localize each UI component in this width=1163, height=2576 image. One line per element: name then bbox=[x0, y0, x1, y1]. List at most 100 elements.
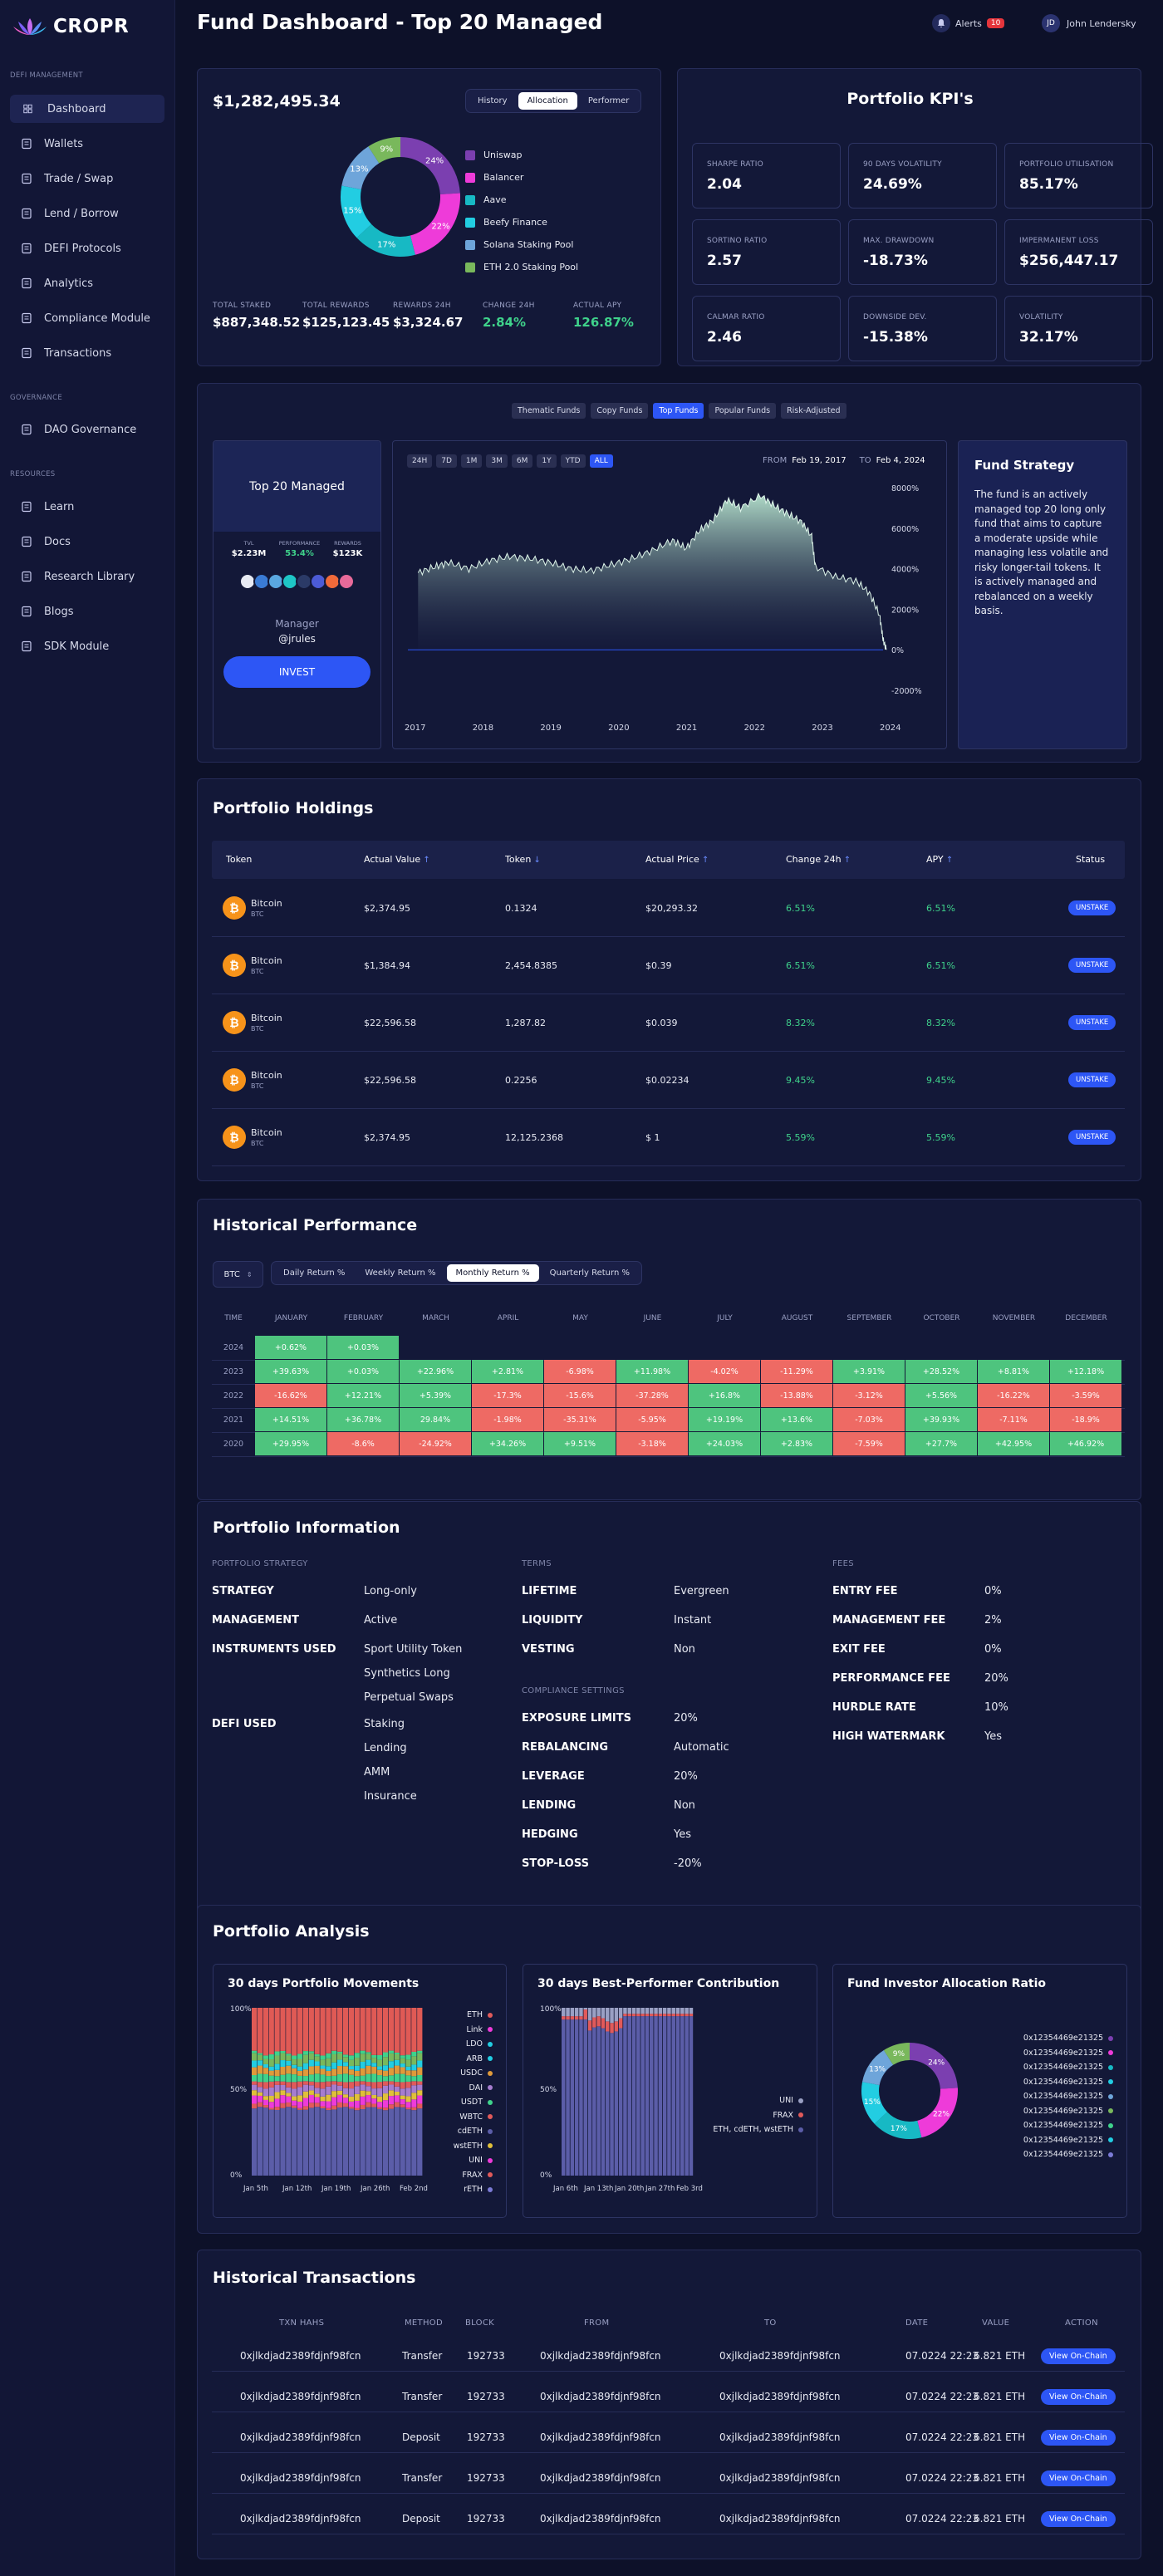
timeframe-all[interactable]: ALL bbox=[589, 454, 613, 468]
tab-history[interactable]: History bbox=[478, 96, 508, 105]
sidebar-item-learn[interactable]: Learn bbox=[10, 493, 164, 521]
tab-weekly-return[interactable]: Weekly Return % bbox=[365, 1268, 436, 1278]
fund-tab-popular-funds[interactable]: Popular Funds bbox=[709, 403, 777, 419]
sidebar-item-trade-swap[interactable]: Trade / Swap bbox=[10, 164, 164, 193]
tx-cell-from[interactable]: 0xjlkdjad2389fdjnf98fcn bbox=[540, 2350, 661, 2362]
sidebar-item-transactions[interactable]: Transactions bbox=[10, 339, 164, 367]
stack-segment bbox=[627, 2014, 631, 2017]
donut-slice[interactable] bbox=[341, 146, 380, 190]
donut-slice[interactable] bbox=[910, 2043, 958, 2089]
timeframe-3m[interactable]: 3M bbox=[486, 454, 508, 468]
tab-performer[interactable]: Performer bbox=[587, 96, 630, 105]
user-menu[interactable]: JD John Lendersky bbox=[1042, 14, 1136, 32]
stack-segment bbox=[417, 2084, 423, 2091]
tx-cell-from[interactable]: 0xjlkdjad2389fdjnf98fcn bbox=[540, 2431, 661, 2443]
asset-select[interactable]: BTC ⇕ bbox=[213, 1261, 263, 1288]
tab-allocation[interactable]: Allocation bbox=[518, 92, 577, 110]
donut-slice[interactable] bbox=[862, 2050, 894, 2086]
unstake-button[interactable]: UNSTAKE bbox=[1068, 900, 1116, 915]
stack-segment bbox=[314, 2065, 320, 2074]
timeframe-1y[interactable]: 1Y bbox=[537, 454, 557, 468]
stack-segment bbox=[268, 2095, 274, 2103]
tab-daily-return[interactable]: Daily Return % bbox=[283, 1268, 346, 1278]
sidebar-item-lend-borrow[interactable]: Lend / Borrow bbox=[10, 199, 164, 228]
sidebar-item-defi-protocols[interactable]: DEFI Protocols bbox=[10, 234, 164, 263]
fund-tab-risk-adjusted[interactable]: Risk-Adjusted bbox=[781, 403, 846, 419]
view-on-chain-button[interactable]: View On-Chain bbox=[1041, 2389, 1116, 2405]
app-logo[interactable]: CROPR bbox=[12, 15, 129, 38]
donut-slice[interactable] bbox=[368, 137, 400, 164]
fund-tab-copy-funds[interactable]: Copy Funds bbox=[591, 403, 649, 419]
donut-slice[interactable] bbox=[410, 193, 460, 255]
tx-cell-hash[interactable]: 0xjlkdjad2389fdjnf98fcn bbox=[240, 2350, 361, 2362]
tx-cell-from[interactable]: 0xjlkdjad2389fdjnf98fcn bbox=[540, 2472, 661, 2484]
sidebar-item-wallets[interactable]: Wallets bbox=[10, 130, 164, 158]
tx-cell-to[interactable]: 0xjlkdjad2389fdjnf98fcn bbox=[719, 2350, 841, 2362]
stack-segment bbox=[405, 2054, 411, 2060]
tx-cell-to[interactable]: 0xjlkdjad2389fdjnf98fcn bbox=[719, 2431, 841, 2443]
tx-cell-to[interactable]: 0xjlkdjad2389fdjnf98fcn bbox=[719, 2391, 841, 2402]
view-on-chain-button[interactable]: View On-Chain bbox=[1041, 2430, 1116, 2446]
column-header-actual-price-3[interactable]: Actual Price ↑ bbox=[645, 854, 709, 865]
sidebar-item-compliance-module[interactable]: Compliance Module bbox=[10, 304, 164, 332]
sidebar-item-docs[interactable]: Docs bbox=[10, 527, 164, 556]
donut-slice[interactable] bbox=[400, 137, 460, 194]
column-header-status-6[interactable]: Status bbox=[1076, 854, 1105, 865]
tx-cell-hash[interactable]: 0xjlkdjad2389fdjnf98fcn bbox=[240, 2513, 361, 2524]
stack-segment bbox=[286, 2008, 292, 2054]
stack-segment bbox=[382, 2107, 389, 2111]
timeframe-ytd[interactable]: YTD bbox=[560, 454, 586, 468]
donut-slice[interactable] bbox=[356, 223, 415, 257]
unstake-button[interactable]: UNSTAKE bbox=[1068, 958, 1116, 973]
stack-segment bbox=[366, 2082, 371, 2087]
from-date[interactable]: Feb 19, 2017 bbox=[792, 456, 846, 465]
tab-monthly-return[interactable]: Monthly Return % bbox=[446, 1264, 539, 1282]
stack-segment bbox=[400, 2067, 405, 2074]
tx-cell-from[interactable]: 0xjlkdjad2389fdjnf98fcn bbox=[540, 2513, 661, 2524]
tx-cell-to[interactable]: 0xjlkdjad2389fdjnf98fcn bbox=[719, 2513, 841, 2524]
column-header-token-0[interactable]: Token bbox=[226, 854, 252, 865]
to-date[interactable]: Feb 4, 2024 bbox=[876, 456, 925, 465]
sidebar-item-dao-governance[interactable]: DAO Governance bbox=[10, 415, 164, 444]
column-header-actual-value-1[interactable]: Actual Value ↑ bbox=[364, 854, 430, 865]
tx-cell-from[interactable]: 0xjlkdjad2389fdjnf98fcn bbox=[540, 2391, 661, 2402]
sidebar-item-blogs[interactable]: Blogs bbox=[10, 597, 164, 626]
column-header-change-24h-4[interactable]: Change 24h ↑ bbox=[786, 854, 851, 865]
sidebar-item-analytics[interactable]: Analytics bbox=[10, 269, 164, 297]
donut-slice[interactable] bbox=[874, 2112, 922, 2139]
stat-value: 126.87% bbox=[573, 315, 634, 330]
unstake-button[interactable]: UNSTAKE bbox=[1068, 1015, 1116, 1030]
invest-button[interactable]: INVEST bbox=[223, 656, 370, 688]
column-header-apy-5[interactable]: APY ↑ bbox=[926, 854, 953, 865]
alerts-button[interactable]: Alerts 10 bbox=[932, 14, 1005, 32]
sidebar-item-dashboard[interactable]: Dashboard bbox=[10, 95, 164, 123]
unstake-button[interactable]: UNSTAKE bbox=[1068, 1072, 1116, 1087]
tx-cell-hash[interactable]: 0xjlkdjad2389fdjnf98fcn bbox=[240, 2431, 361, 2443]
donut-slice[interactable] bbox=[917, 2088, 958, 2138]
donut-slice[interactable] bbox=[861, 2082, 888, 2124]
fund-tab-thematic-funds[interactable]: Thematic Funds bbox=[512, 403, 586, 419]
view-on-chain-button[interactable]: View On-Chain bbox=[1041, 2511, 1116, 2527]
tx-cell-hash[interactable]: 0xjlkdjad2389fdjnf98fcn bbox=[240, 2472, 361, 2484]
timeframe-24h[interactable]: 24H bbox=[407, 454, 433, 468]
stack-segment bbox=[394, 2053, 400, 2060]
tab-quarterly-return[interactable]: Quarterly Return % bbox=[549, 1268, 630, 1278]
sidebar-item-research-library[interactable]: Research Library bbox=[10, 562, 164, 591]
tx-cell-hash[interactable]: 0xjlkdjad2389fdjnf98fcn bbox=[240, 2391, 361, 2402]
sidebar-item-sdk-module[interactable]: SDK Module bbox=[10, 632, 164, 660]
donut-slice[interactable] bbox=[341, 185, 372, 238]
fund-tab-top-funds[interactable]: Top Funds bbox=[653, 403, 704, 419]
column-header-label: Status bbox=[1076, 854, 1106, 865]
logo-text: CROPR bbox=[53, 16, 130, 37]
donut-slice[interactable] bbox=[883, 2043, 910, 2065]
column-header-token-2[interactable]: Token ↓ bbox=[505, 854, 541, 865]
timeframe-1m[interactable]: 1M bbox=[460, 454, 483, 468]
view-on-chain-button[interactable]: View On-Chain bbox=[1041, 2348, 1116, 2364]
legend-label: Aave bbox=[483, 194, 507, 205]
stack-segment bbox=[320, 2106, 326, 2108]
unstake-button[interactable]: UNSTAKE bbox=[1068, 1130, 1116, 1145]
tx-cell-to[interactable]: 0xjlkdjad2389fdjnf98fcn bbox=[719, 2472, 841, 2484]
view-on-chain-button[interactable]: View On-Chain bbox=[1041, 2471, 1116, 2486]
timeframe-6m[interactable]: 6M bbox=[511, 454, 533, 468]
timeframe-7d[interactable]: 7D bbox=[436, 454, 457, 468]
